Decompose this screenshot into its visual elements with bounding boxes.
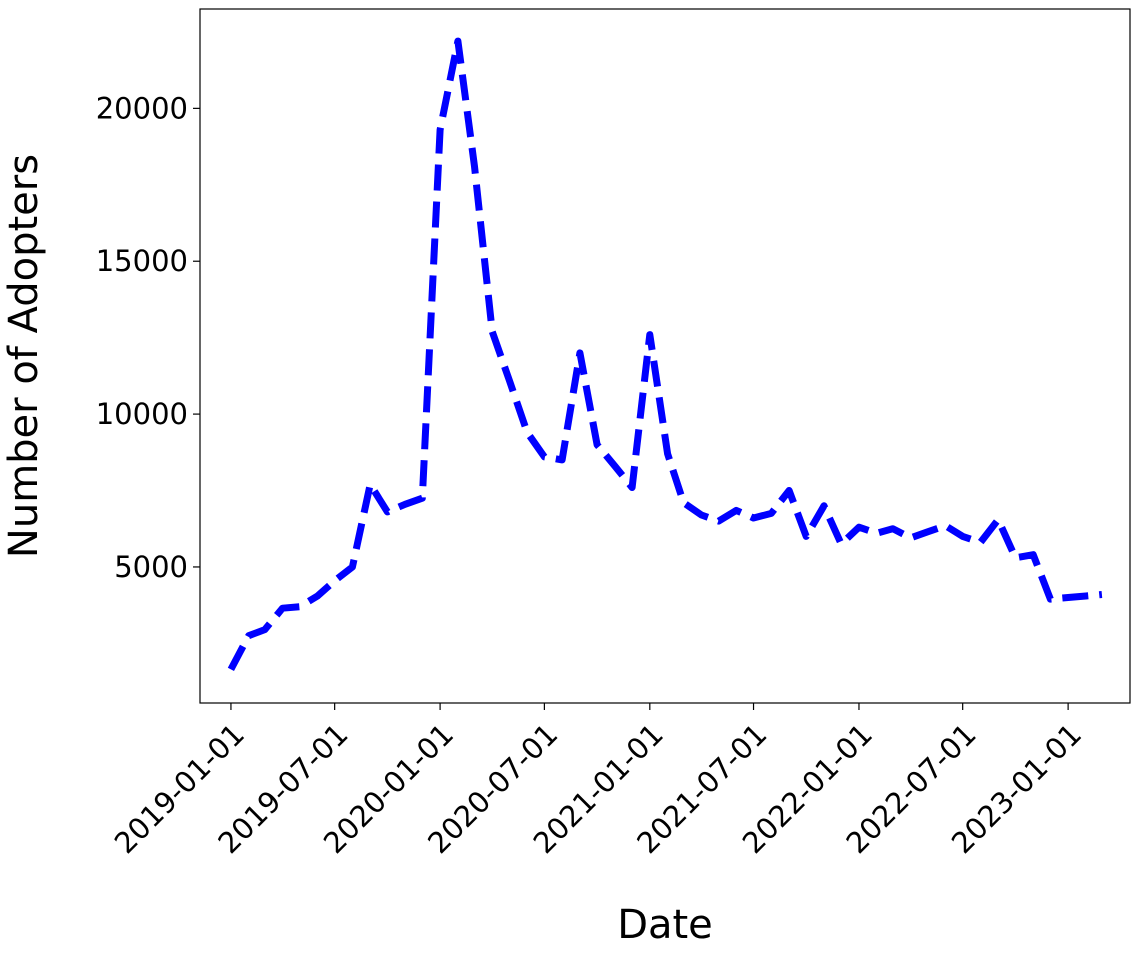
- y-tick-label: 15000: [96, 244, 188, 278]
- x-axis-title: Date: [617, 902, 713, 948]
- y-axis-title: Number of Adopters: [1, 154, 47, 558]
- y-tick-label: 20000: [96, 91, 188, 125]
- plot-area: [199, 8, 1131, 704]
- y-tick-label: 10000: [96, 397, 188, 431]
- y-tick-label: 5000: [114, 550, 188, 584]
- series-line-adopters: [227, 37, 1103, 672]
